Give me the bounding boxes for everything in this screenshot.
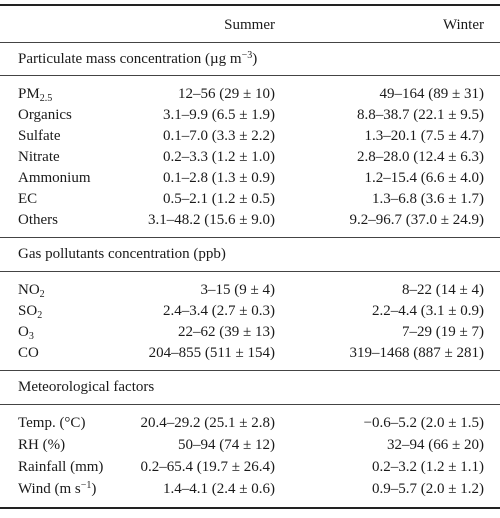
summer-value: 0.2–65.4 (19.7 ± 26.4) xyxy=(140,459,275,475)
winter-value: 2.2–4.4 (3.1 ± 0.9) xyxy=(372,303,484,319)
summer-value: 50–94 (74 ± 12) xyxy=(178,437,275,453)
table-row: Wind (m s−1) 1.4–4.1 (2.4 ± 0.6) 0.9–5.7… xyxy=(0,478,500,500)
table-row: Nitrate 0.2–3.3 (1.2 ± 1.0) 2.8–28.0 (12… xyxy=(0,146,500,168)
winter-value: 7–29 (19 ± 7) xyxy=(402,324,484,340)
row-label: Nitrate xyxy=(18,149,60,165)
winter-value: 1.3–6.8 (3.6 ± 1.7) xyxy=(372,191,484,207)
summer-value: 204–855 (511 ± 154) xyxy=(148,345,275,361)
summer-value: 0.2–3.3 (1.2 ± 1.0) xyxy=(163,149,275,165)
summer-value: 2.4–3.4 (2.7 ± 0.3) xyxy=(163,303,275,319)
section-rule xyxy=(0,75,500,76)
winter-value: 0.9–5.7 (2.0 ± 1.2) xyxy=(372,481,484,497)
header-summer: Summer xyxy=(224,17,275,33)
summer-value: 20.4–29.2 (25.1 ± 2.8) xyxy=(140,415,275,431)
table-row: Temp. (°C) 20.4–29.2 (25.1 ± 2.8) −0.6–5… xyxy=(0,412,500,434)
row-label: Temp. (°C) xyxy=(18,415,86,431)
row-label: CO xyxy=(18,345,39,361)
table-row: EC 0.5–2.1 (1.2 ± 0.5) 1.3–6.8 (3.6 ± 1.… xyxy=(0,188,500,210)
summer-value: 0.5–2.1 (1.2 ± 0.5) xyxy=(163,191,275,207)
table-row: PM2.5 12–56 (29 ± 10) 49–164 (89 ± 31) xyxy=(0,83,500,105)
table-row: Rainfall (mm) 0.2–65.4 (19.7 ± 26.4) 0.2… xyxy=(0,456,500,478)
summer-value: 0.1–2.8 (1.3 ± 0.9) xyxy=(163,170,275,186)
section-rule xyxy=(0,237,500,238)
header-rule xyxy=(0,42,500,43)
header-winter: Winter xyxy=(442,17,484,33)
winter-value: 1.2–15.4 (6.6 ± 4.0) xyxy=(364,170,484,186)
winter-value: 32–94 (66 ± 20) xyxy=(387,437,484,453)
table-row: NO2 3–15 (9 ± 4) 8–22 (14 ± 4) xyxy=(0,279,500,301)
header-row: Summer Winter xyxy=(0,14,500,36)
table-row: Others 3.1–48.2 (15.6 ± 9.0) 9.2–96.7 (3… xyxy=(0,209,500,231)
summer-value: 3.1–9.9 (6.5 ± 1.9) xyxy=(163,107,275,123)
row-label: Sulfate xyxy=(18,128,61,144)
row-label: Ammonium xyxy=(18,170,91,186)
section-title-gas: Gas pollutants concentration (ppb) xyxy=(18,246,226,262)
row-label: SO2 xyxy=(18,303,43,321)
section-rule xyxy=(0,370,500,371)
summer-value: 0.1–7.0 (3.3 ± 2.2) xyxy=(163,128,275,144)
row-label: EC xyxy=(18,191,38,207)
table-row: Sulfate 0.1–7.0 (3.3 ± 2.2) 1.3–20.1 (7.… xyxy=(0,125,500,147)
winter-value: 0.2–3.2 (1.2 ± 1.1) xyxy=(372,459,484,475)
winter-value: 2.8–28.0 (12.4 ± 6.3) xyxy=(357,149,484,165)
section-title-particulate: Particulate mass concentration (µg m−3) xyxy=(18,50,258,68)
table-row: CO 204–855 (511 ± 154) 319–1468 (887 ± 2… xyxy=(0,342,500,364)
section-rule xyxy=(0,271,500,272)
row-label: O3 xyxy=(18,324,34,342)
table-row: Organics 3.1–9.9 (6.5 ± 1.9) 8.8–38.7 (2… xyxy=(0,104,500,126)
row-label: NO2 xyxy=(18,282,45,300)
table-row: RH (%) 50–94 (74 ± 12) 32–94 (66 ± 20) xyxy=(0,434,500,456)
winter-value: 319–1468 (887 ± 281) xyxy=(349,345,484,361)
winter-value: 1.3–20.1 (7.5 ± 4.7) xyxy=(364,128,484,144)
row-label: Others xyxy=(18,212,58,228)
section-title-meteorological: Meteorological factors xyxy=(18,379,155,395)
summer-value: 22–62 (39 ± 13) xyxy=(178,324,275,340)
winter-value: 9.2–96.7 (37.0 ± 24.9) xyxy=(349,212,484,228)
row-label: PM2.5 xyxy=(18,86,53,104)
row-label: RH (%) xyxy=(18,437,66,453)
table-top-rule xyxy=(0,4,500,6)
row-label: Organics xyxy=(18,107,72,123)
row-label: Wind (m s−1) xyxy=(18,480,97,498)
winter-value: 8.8–38.7 (22.1 ± 9.5) xyxy=(357,107,484,123)
table-row: Ammonium 0.1–2.8 (1.3 ± 0.9) 1.2–15.4 (6… xyxy=(0,167,500,189)
summer-value: 3.1–48.2 (15.6 ± 9.0) xyxy=(148,212,275,228)
row-label: Rainfall (mm) xyxy=(18,459,104,475)
winter-value: 8–22 (14 ± 4) xyxy=(402,282,484,298)
winter-value: 49–164 (89 ± 31) xyxy=(379,86,484,102)
table-row: O3 22–62 (39 ± 13) 7–29 (19 ± 7) xyxy=(0,321,500,343)
summer-value: 12–56 (29 ± 10) xyxy=(178,86,275,102)
table-row: SO2 2.4–3.4 (2.7 ± 0.3) 2.2–4.4 (3.1 ± 0… xyxy=(0,300,500,322)
table-bottom-rule xyxy=(0,507,500,509)
summer-value: 3–15 (9 ± 4) xyxy=(200,282,275,298)
section-rule xyxy=(0,404,500,405)
summer-value: 1.4–4.1 (2.4 ± 0.6) xyxy=(163,481,275,497)
winter-value: −0.6–5.2 (2.0 ± 1.5) xyxy=(363,415,484,431)
